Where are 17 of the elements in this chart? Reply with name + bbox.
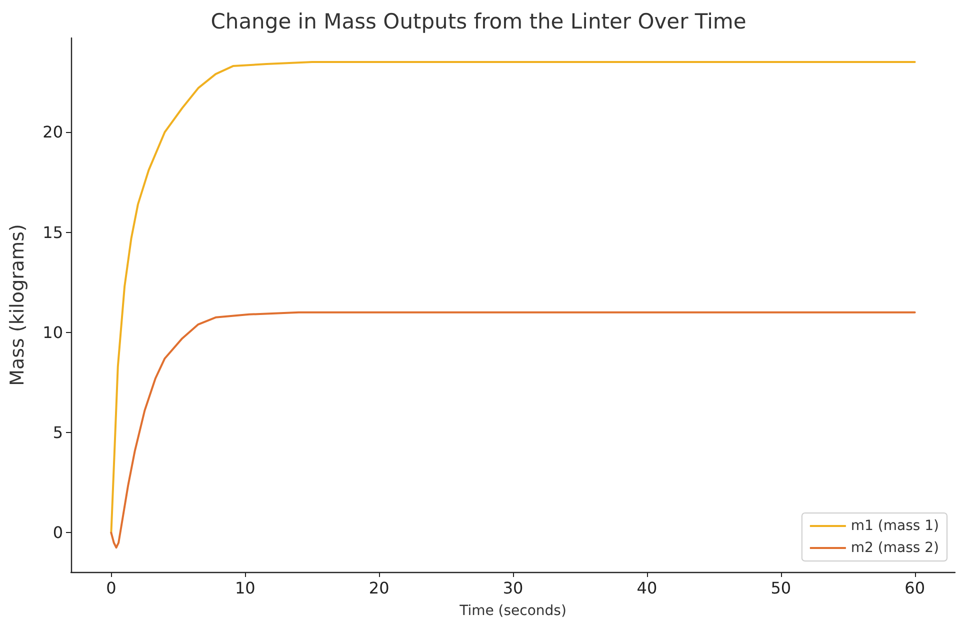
x-tick-label: 30 xyxy=(502,578,524,598)
x-tick-label: 60 xyxy=(904,578,925,598)
y-tick-label: 10 xyxy=(42,322,63,342)
y-tick-label: 0 xyxy=(52,523,63,542)
x-tick-label: 40 xyxy=(636,578,658,598)
x-tick-label: 50 xyxy=(770,578,792,598)
chart-title: Change in Mass Outputs from the Linter Over Time xyxy=(210,10,746,34)
legend-label: m1 (mass 1) xyxy=(850,518,940,534)
x-tick-label: 10 xyxy=(234,578,256,598)
y-tick-label: 5 xyxy=(52,423,63,442)
legend-label: m2 (mass 2) xyxy=(850,540,940,556)
y-tick-label: 15 xyxy=(42,222,63,242)
x-tick-label: 20 xyxy=(368,578,390,598)
y-axis-title: Mass (kilograms) xyxy=(6,224,28,386)
y-tick-label: 20 xyxy=(42,122,63,142)
x-tick-label: 0 xyxy=(106,578,116,598)
x-axis-title: Time (seconds) xyxy=(458,603,566,619)
